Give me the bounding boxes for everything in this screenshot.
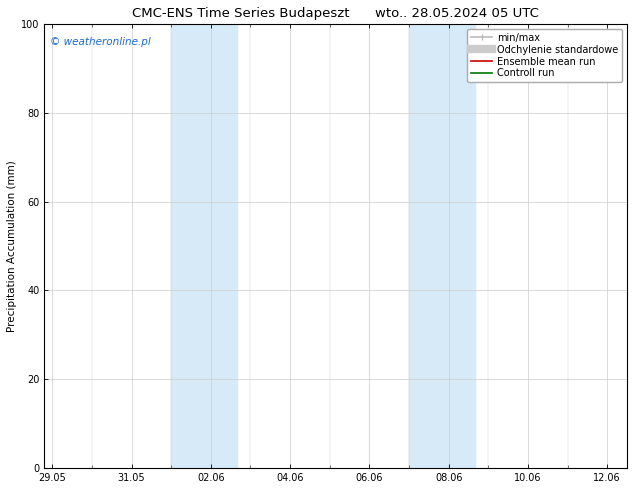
Bar xyxy=(171,24,237,468)
Bar xyxy=(409,24,476,468)
Legend: min/max, Odchylenie standardowe, Ensemble mean run, Controll run: min/max, Odchylenie standardowe, Ensembl… xyxy=(467,29,622,82)
Text: © weatheronline.pl: © weatheronline.pl xyxy=(50,37,151,47)
Y-axis label: Precipitation Accumulation (mm): Precipitation Accumulation (mm) xyxy=(7,160,17,332)
Title: CMC-ENS Time Series Budapeszt      wto.. 28.05.2024 05 UTC: CMC-ENS Time Series Budapeszt wto.. 28.0… xyxy=(133,7,539,20)
